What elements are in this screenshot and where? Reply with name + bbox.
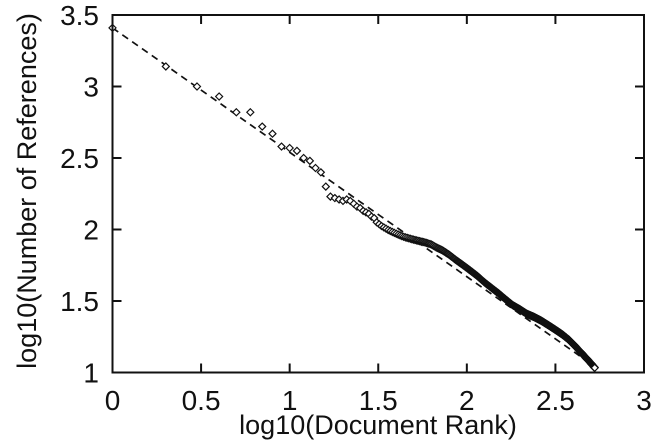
- data-points-group: [108, 23, 600, 373]
- y-tick-label: 3: [83, 72, 99, 103]
- data-point-marker: [268, 129, 277, 139]
- data-point-marker: [321, 182, 331, 191]
- data-point-marker: [299, 153, 309, 163]
- x-tick-label: 2.5: [536, 385, 575, 416]
- x-tick-label: 0: [105, 385, 121, 416]
- x-tick-label: 1: [282, 385, 298, 416]
- fit-line-group: [112, 27, 596, 368]
- data-point-marker: [277, 142, 286, 151]
- x-tick-label: 2: [459, 385, 475, 416]
- y-tick-label: 1.5: [60, 286, 99, 317]
- y-tick-label: 2.5: [60, 143, 99, 174]
- data-point-marker: [316, 167, 326, 177]
- x-tick-label: 3: [636, 385, 652, 416]
- tick-labels-group: 0 0.5 1 1.5 2 2.5 3 1 1.5 2 2.5 3 3.5: [60, 0, 652, 416]
- y-axis-title: log10(Number of References): [12, 13, 42, 369]
- y-tick-label: 3.5: [60, 0, 99, 31]
- data-point-marker: [590, 363, 600, 373]
- data-point-marker: [292, 146, 302, 156]
- x-tick-label: 0.5: [182, 385, 221, 416]
- data-point-marker: [214, 92, 224, 101]
- y-tick-label: 1: [83, 358, 99, 389]
- data-point-marker: [305, 156, 315, 166]
- data-point-marker: [245, 107, 255, 117]
- data-point-marker: [161, 62, 171, 71]
- x-axis-title: log10(Document Rank): [239, 410, 517, 440]
- data-point-marker: [257, 122, 267, 131]
- data-point-marker: [285, 143, 295, 153]
- data-point-marker: [192, 82, 202, 91]
- x-tick-label: 1.5: [359, 385, 398, 416]
- axes-group: [111, 14, 645, 374]
- plot-frame: [111, 14, 645, 374]
- fit-line: [112, 27, 596, 368]
- data-point-marker: [231, 107, 241, 117]
- y-tick-label: 2: [83, 215, 99, 246]
- data-point-marker: [311, 163, 320, 173]
